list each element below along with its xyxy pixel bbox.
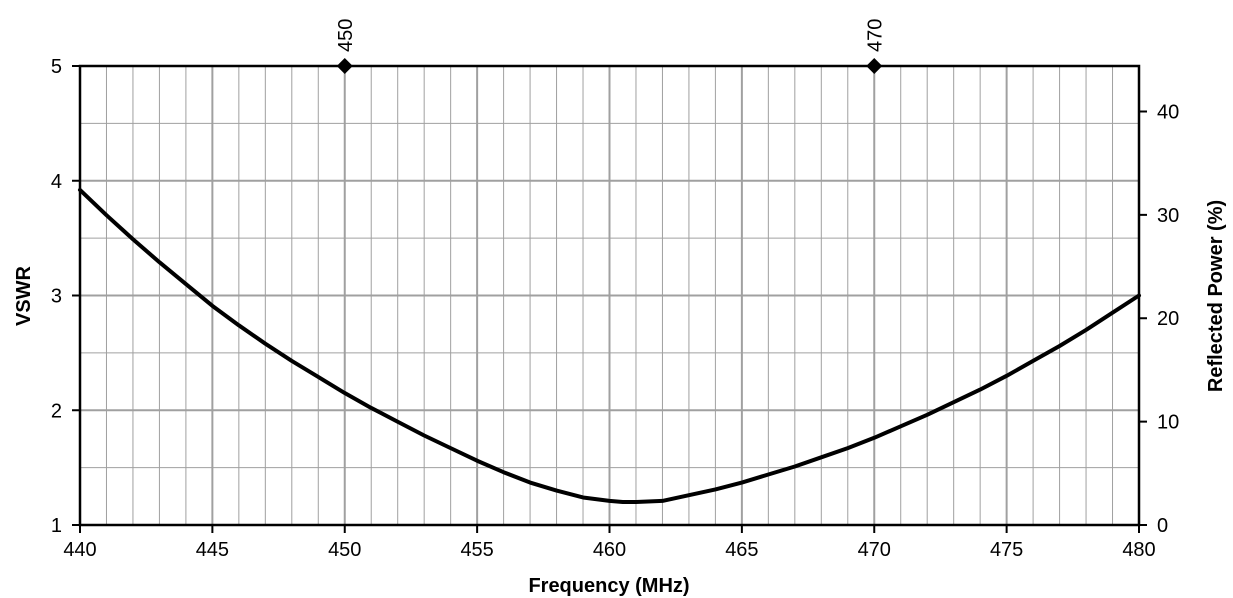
bottom-tick-label: 465 [725, 539, 758, 561]
bottom-tick-label: 460 [593, 539, 626, 561]
right-tick-label: 10 [1157, 412, 1179, 434]
right-tick-label: 40 [1157, 101, 1179, 123]
marker-label: 470 [864, 19, 886, 52]
bottom-tick-label: 450 [328, 539, 361, 561]
y-axis-title: VSWR [13, 265, 35, 326]
y2-axis-title: Reflected Power (%) [1205, 200, 1227, 392]
marker-diamond [866, 58, 883, 74]
left-tick-label: 5 [51, 56, 62, 78]
x-axis-title: Frequency (MHz) [528, 575, 689, 597]
bottom-tick-label: 445 [196, 539, 229, 561]
left-tick-label: 4 [51, 171, 62, 193]
bottom-tick-label: 470 [858, 539, 891, 561]
top-markers: 450 470 [335, 19, 886, 74]
right-tick-label: 20 [1157, 308, 1179, 330]
major-gridlines [80, 66, 1139, 525]
left-tick-label: 3 [51, 286, 62, 308]
bottom-tick-label: 480 [1122, 539, 1155, 561]
left-axis-ticks: 1 2 3 4 5 [51, 56, 80, 537]
right-tick-label: 30 [1157, 205, 1179, 227]
marker-diamond [336, 58, 353, 74]
vswr-series-line [78, 187, 1141, 505]
right-tick-label: 0 [1157, 515, 1168, 537]
bottom-axis-ticks: 440 445 450 455 460 465 470 475 480 [63, 525, 1156, 561]
bottom-tick-label: 440 [63, 539, 96, 561]
bottom-tick-label: 475 [990, 539, 1023, 561]
left-tick-label: 1 [51, 515, 62, 537]
right-axis-ticks: 0 10 20 30 40 [1139, 101, 1179, 537]
bottom-tick-label: 455 [460, 539, 493, 561]
left-tick-label: 2 [51, 400, 62, 422]
marker-label: 450 [335, 19, 357, 52]
